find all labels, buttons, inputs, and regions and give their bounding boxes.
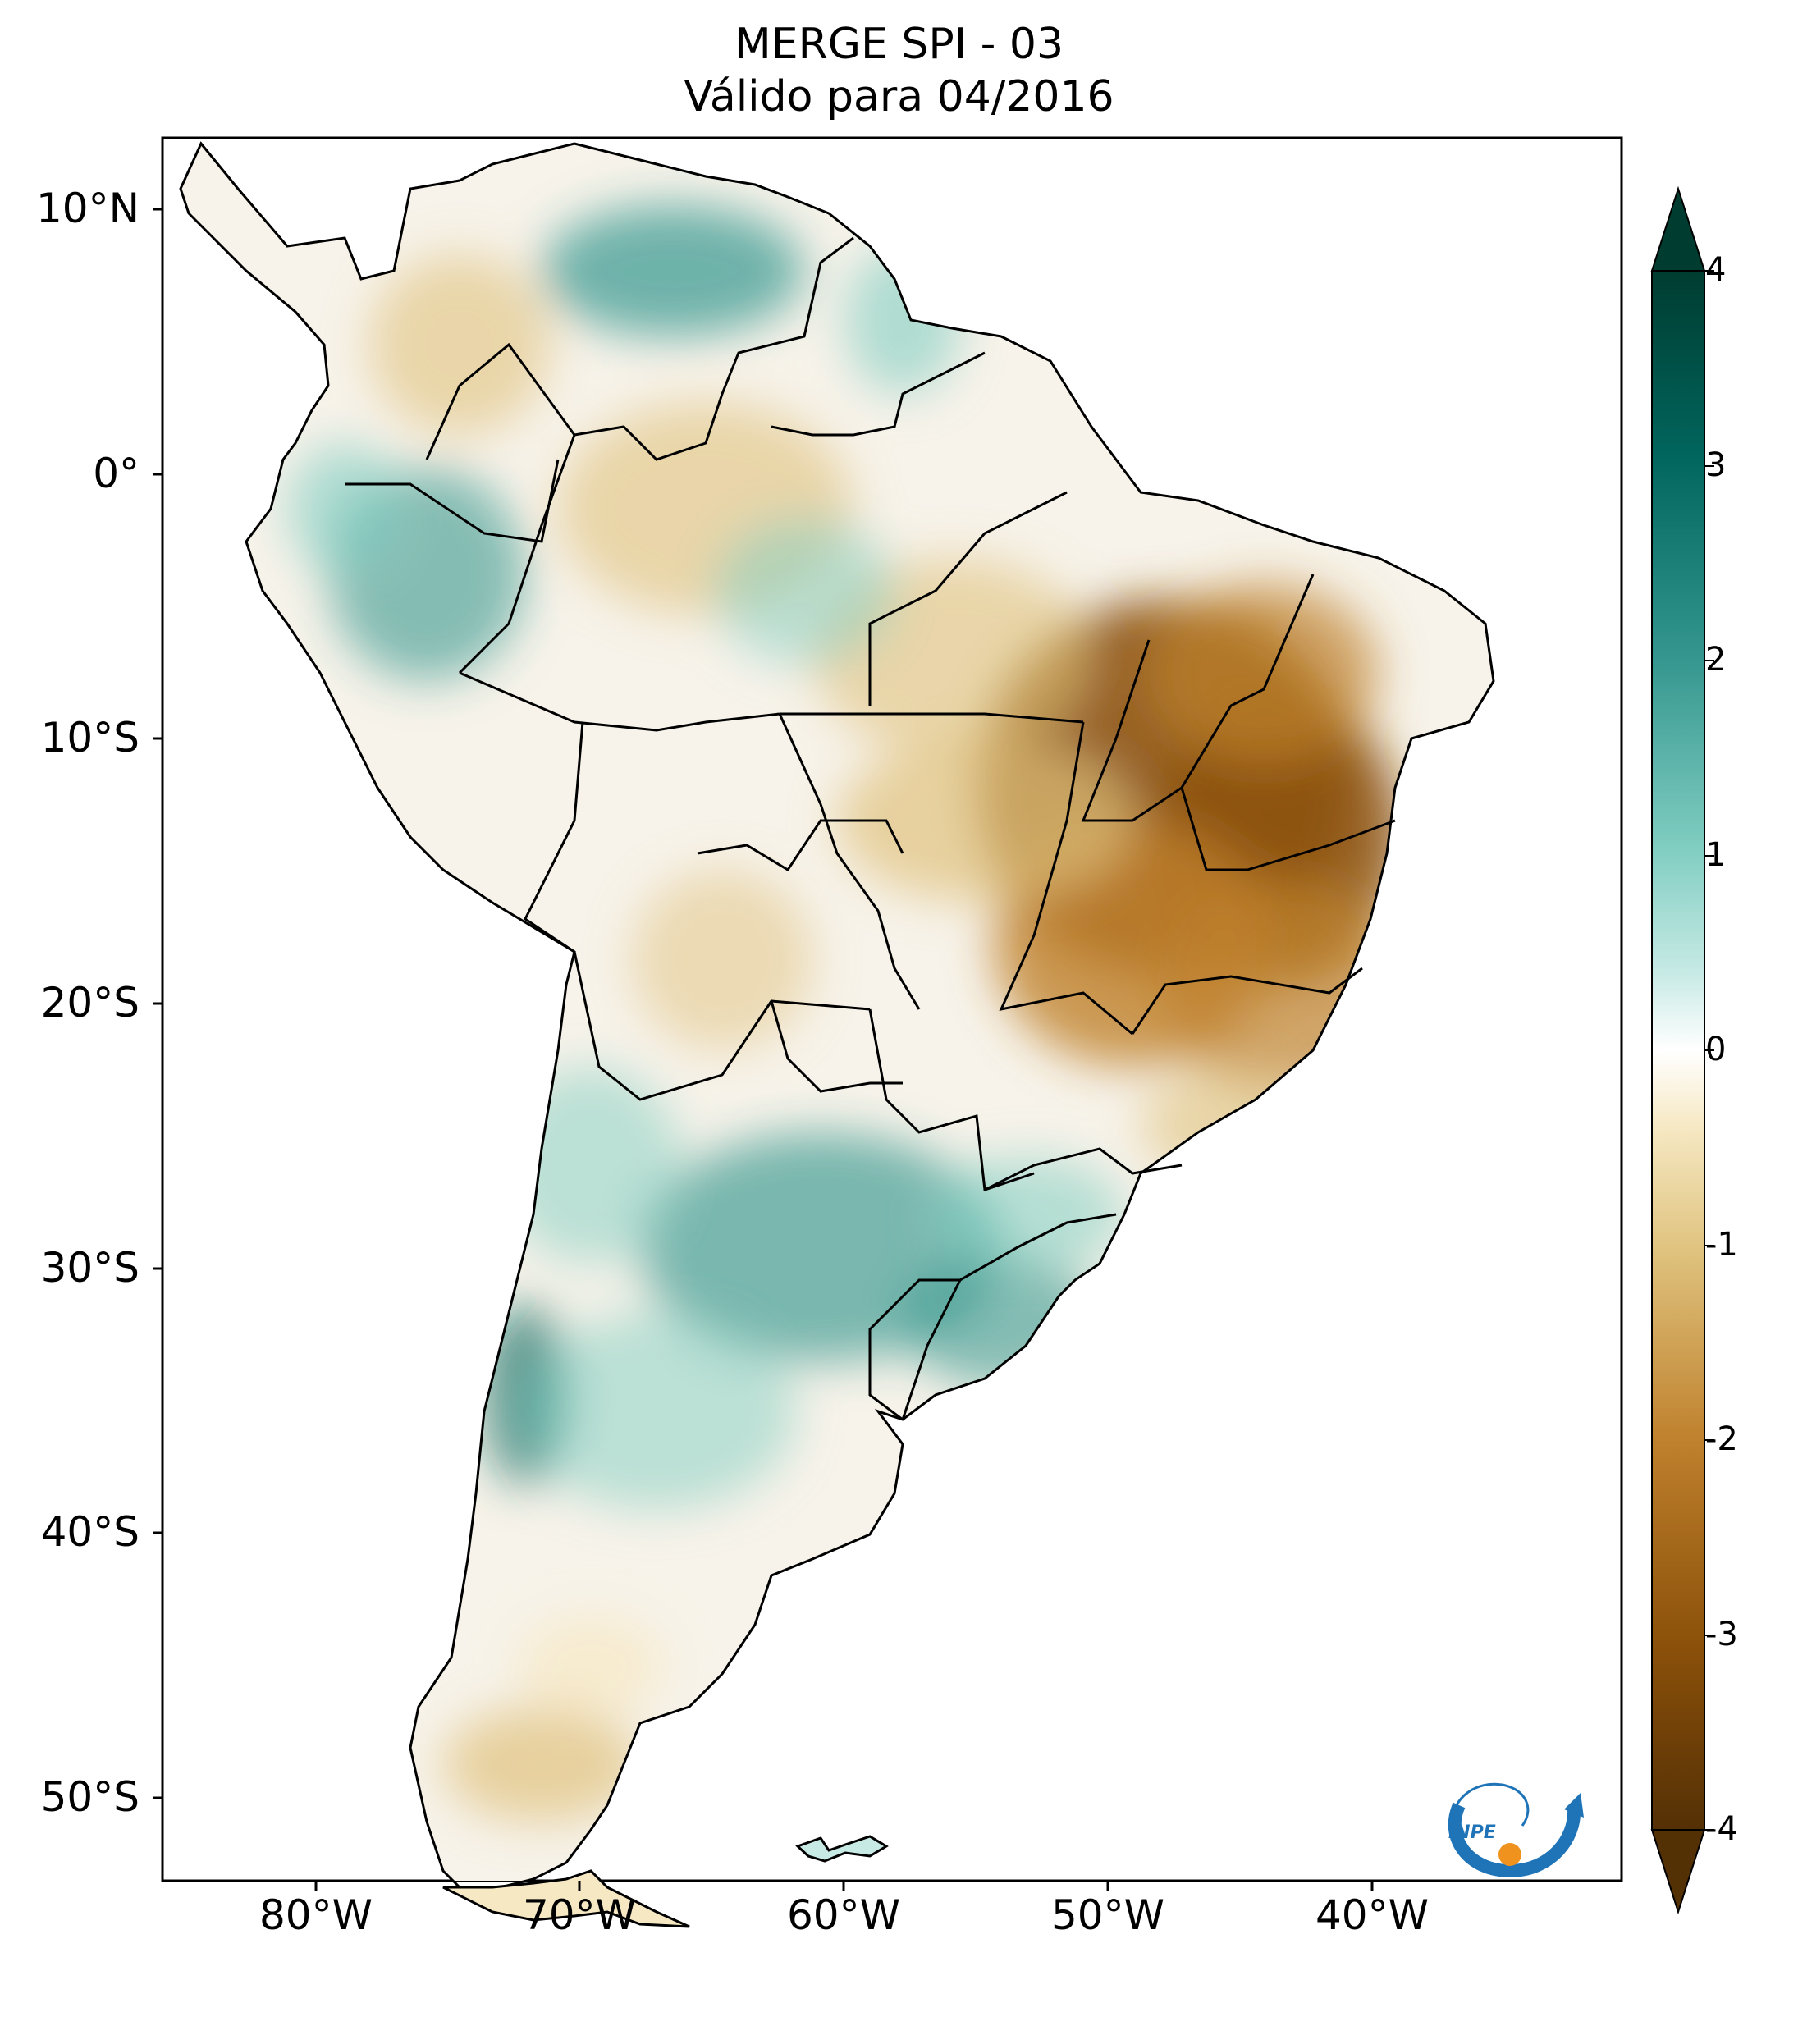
lat-label-10n: 10°N — [35, 185, 140, 232]
map-subtitle: Válido para 04/2016 — [684, 72, 1114, 121]
colorbar-scale — [1651, 270, 1705, 1831]
logo-arrow-icon — [1564, 1793, 1584, 1818]
logo-sun-icon — [1498, 1843, 1521, 1866]
borders — [345, 236, 1396, 1421]
colorbar-label-2: 2 — [1705, 641, 1727, 679]
lon-label-50w: 50°W — [1050, 1891, 1165, 1939]
lat-label-0: 0° — [93, 450, 140, 497]
tierra-del-fuego — [442, 1869, 690, 1928]
logo-orbit-icon — [1451, 1782, 1530, 1827]
inpe-logo: INPE — [1448, 1782, 1584, 1878]
colorbar-label-neg4: -4 — [1705, 1810, 1738, 1848]
lon-label-60w: 60°W — [786, 1891, 901, 1939]
colorbar-ticks — [1704, 270, 1714, 1831]
colorbar-label-0: 0 — [1705, 1031, 1727, 1068]
colorbar-label-3: 3 — [1705, 446, 1727, 484]
axis-ticks — [153, 208, 1374, 1891]
lat-label-40s: 40°S — [40, 1508, 140, 1556]
colorbar-label-4: 4 — [1705, 251, 1727, 289]
lon-label-40w: 40°W — [1315, 1891, 1430, 1939]
logo-swoosh-icon — [1448, 1802, 1581, 1878]
falkland-islands — [795, 1835, 889, 1863]
lat-label-50s: 50°S — [40, 1773, 140, 1821]
colorbar-max-extend — [1650, 185, 1706, 272]
lat-label-20s: 20°S — [40, 979, 140, 1027]
map-title: MERGE SPI - 03 — [734, 20, 1064, 69]
colorbar-min-extend — [1650, 1829, 1706, 1915]
lon-label-80w: 80°W — [258, 1891, 373, 1939]
colorbar — [1650, 185, 1714, 1915]
colorbar-label-1: 1 — [1705, 836, 1727, 874]
logo-text: INPE — [1448, 1822, 1496, 1843]
lat-label-30s: 30°S — [40, 1244, 140, 1292]
colorbar-label-neg1: -1 — [1705, 1226, 1738, 1264]
colorbar-label-neg2: -2 — [1705, 1420, 1738, 1458]
colorbar-label-neg3: -3 — [1705, 1616, 1738, 1653]
lat-label-10s: 10°S — [40, 714, 140, 761]
lon-label-70w: 70°W — [522, 1891, 637, 1939]
